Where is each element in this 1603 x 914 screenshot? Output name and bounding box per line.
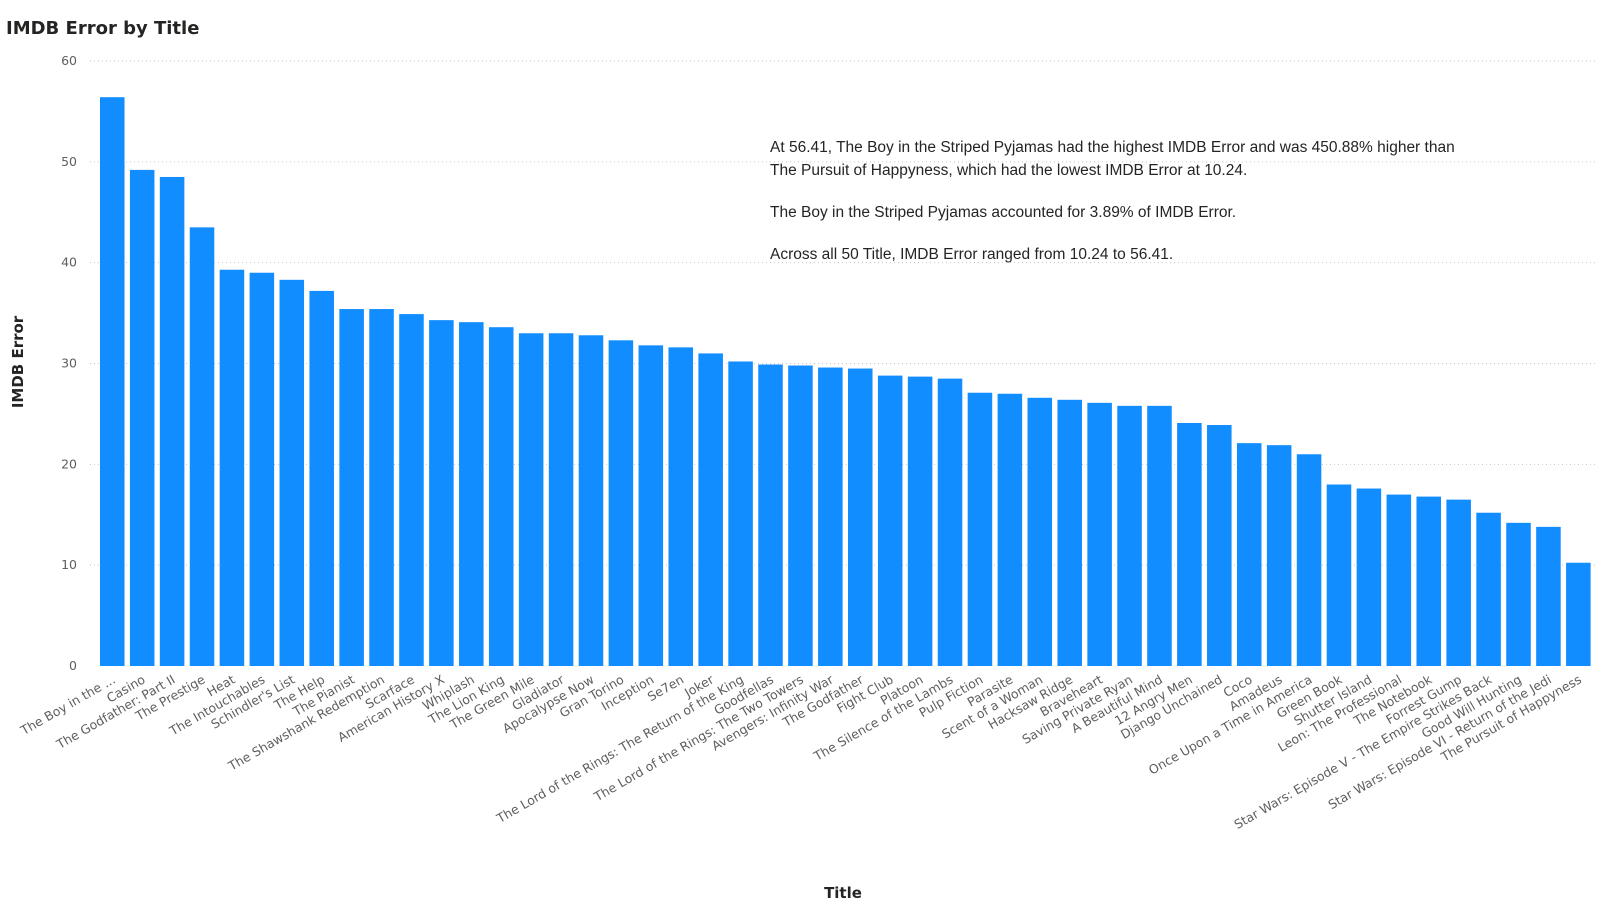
bar[interactable] [608, 340, 634, 666]
bar[interactable] [1147, 405, 1172, 666]
x-axis-title: Title [824, 884, 862, 902]
y-tick-label: 30 [61, 356, 77, 371]
bar[interactable] [668, 347, 694, 666]
bar[interactable] [429, 320, 454, 666]
bar[interactable] [548, 333, 574, 666]
bar[interactable] [818, 367, 843, 666]
bar[interactable] [159, 176, 185, 666]
bar[interactable] [339, 309, 364, 666]
bar[interactable] [459, 322, 484, 666]
bar[interactable] [1236, 443, 1262, 666]
bar[interactable] [1207, 425, 1232, 666]
bar[interactable] [1536, 526, 1561, 666]
bar[interactable] [249, 272, 275, 666]
bar[interactable] [728, 361, 753, 666]
bar[interactable] [1386, 494, 1412, 666]
bar[interactable] [309, 290, 334, 666]
y-tick-label: 40 [61, 255, 77, 270]
bar[interactable] [1027, 397, 1053, 666]
bar[interactable] [129, 169, 155, 666]
y-axis-ticks: 0 10 20 30 40 50 60 [61, 53, 77, 673]
bar[interactable] [1356, 488, 1382, 666]
bar[interactable] [848, 368, 873, 666]
y-tick-label: 50 [61, 154, 77, 169]
bar[interactable] [877, 375, 903, 666]
y-tick-label: 10 [61, 557, 77, 572]
bar[interactable] [997, 393, 1023, 666]
bar[interactable] [399, 314, 424, 666]
bar[interactable] [100, 97, 125, 666]
bar[interactable] [1296, 454, 1322, 666]
bar[interactable] [279, 279, 305, 666]
bar[interactable] [638, 345, 664, 666]
y-tick-label: 20 [61, 456, 77, 471]
narrative-line-1: At 56.41, The Boy in the Striped Pyjamas… [770, 139, 1455, 179]
narrative-line-2: The Boy in the Striped Pyjamas accounted… [770, 204, 1237, 221]
bar[interactable] [518, 333, 544, 666]
y-axis-title: IMDB Error [9, 315, 27, 408]
bar[interactable] [907, 376, 933, 666]
bar[interactable] [1087, 402, 1112, 666]
bar[interactable] [219, 269, 245, 666]
bar[interactable] [1566, 562, 1591, 666]
bar[interactable] [758, 364, 783, 666]
y-tick-label: 0 [69, 658, 77, 673]
bar[interactable] [788, 365, 813, 666]
bar[interactable] [1117, 405, 1142, 666]
bar[interactable] [578, 335, 604, 666]
bar[interactable] [1057, 399, 1082, 666]
bars [100, 97, 1591, 667]
bar[interactable] [1177, 422, 1202, 666]
x-category-label: The Boy in the ... [17, 672, 118, 739]
bar[interactable] [1416, 496, 1442, 666]
chart-title: IMDB Error by Title [6, 18, 200, 39]
bar[interactable] [1446, 499, 1471, 667]
bar[interactable] [1326, 484, 1352, 667]
bar[interactable] [1506, 522, 1531, 666]
bar[interactable] [698, 353, 723, 666]
bar[interactable] [1266, 445, 1292, 666]
bar[interactable] [369, 309, 394, 666]
y-tick-label: 60 [61, 53, 77, 68]
bar[interactable] [967, 392, 993, 666]
smart-narrative: At 56.41, The Boy in the Striped Pyjamas… [770, 136, 1470, 285]
bar[interactable] [1476, 512, 1501, 666]
bar[interactable] [937, 378, 963, 667]
bar[interactable] [488, 327, 514, 666]
narrative-line-3: Across all 50 Title, IMDB Error ranged f… [770, 246, 1174, 263]
bar[interactable] [189, 227, 215, 667]
